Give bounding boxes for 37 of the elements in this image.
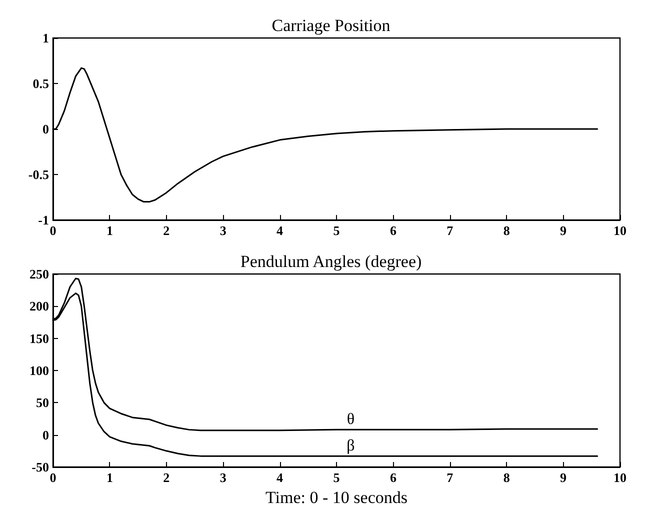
- x-tick-label: 10: [614, 223, 626, 238]
- x-tick-label: 9: [560, 223, 568, 238]
- y-tick-label: 100: [30, 363, 49, 378]
- x-tick-label: 5: [333, 470, 340, 485]
- x-tick-label: 2: [163, 223, 170, 238]
- y-tick-label: -0.5: [28, 167, 50, 182]
- x-tick-label: 7: [446, 223, 454, 238]
- x-tick-label: 8: [503, 470, 510, 485]
- x-tick-label: 3: [220, 470, 227, 485]
- y-tick-label: 0.5: [32, 76, 50, 91]
- y-tick-label: 150: [30, 330, 49, 346]
- x-tick-label: 6: [390, 470, 397, 485]
- x-tick-label: 4: [276, 470, 284, 485]
- x-tick-label: 4: [276, 223, 284, 238]
- y-tick-label: 1: [42, 30, 49, 46]
- x-tick-label: 1: [106, 470, 113, 485]
- chart-title: Carriage Position: [272, 16, 391, 35]
- x-tick-label: 5: [333, 223, 340, 238]
- y-tick-label: 50: [36, 395, 49, 410]
- x-tick-label: 7: [446, 470, 454, 485]
- x-tick-label: 1: [106, 223, 113, 238]
- y-tick-label: -1: [38, 212, 49, 228]
- series-label: θ: [346, 411, 355, 428]
- x-axis-title: Time: 0 - 10 seconds: [266, 488, 408, 507]
- x-tick-label: 3: [220, 223, 227, 238]
- y-tick-label: -50: [32, 460, 49, 474]
- y-tick-label: 0: [42, 122, 49, 136]
- y-tick-label: 0: [42, 427, 49, 442]
- x-tick-label: 10: [614, 470, 626, 485]
- y-tick-label: 250: [30, 266, 49, 282]
- x-tick-label: 2: [163, 470, 170, 485]
- series-label: β: [346, 438, 355, 455]
- x-tick-label: 6: [390, 223, 397, 238]
- y-tick-label: 200: [30, 298, 49, 314]
- chart-title: Pendulum Angles (degree): [240, 252, 422, 271]
- x-tick-label: 8: [503, 223, 510, 238]
- x-tick-label: 9: [560, 470, 568, 485]
